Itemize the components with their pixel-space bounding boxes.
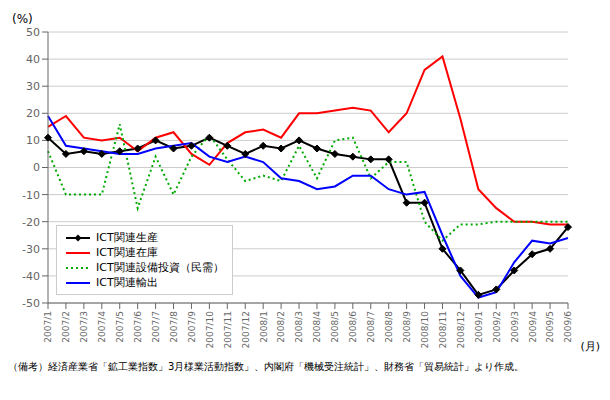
svg-text:2008/1: 2008/1 xyxy=(259,311,269,343)
svg-text:2008/9: 2008/9 xyxy=(402,311,412,343)
svg-text:-50: -50 xyxy=(22,297,40,310)
svg-text:2007/1: 2007/1 xyxy=(43,311,53,343)
svg-text:2007/12: 2007/12 xyxy=(241,311,251,348)
svg-text:2007/9: 2007/9 xyxy=(187,311,197,343)
svg-text:30: 30 xyxy=(26,80,40,93)
svg-text:-20: -20 xyxy=(22,216,40,229)
svg-text:2009/3: 2009/3 xyxy=(510,311,520,343)
svg-text:2008/2: 2008/2 xyxy=(276,311,286,343)
svg-text:0: 0 xyxy=(33,161,40,174)
svg-text:2007/2: 2007/2 xyxy=(61,311,71,343)
svg-text:2007/8: 2007/8 xyxy=(169,311,179,343)
svg-text:2008/4: 2008/4 xyxy=(312,311,322,343)
svg-text:2007/7: 2007/7 xyxy=(151,311,161,343)
svg-text:2008/3: 2008/3 xyxy=(294,311,304,343)
svg-text:2008/10: 2008/10 xyxy=(420,311,430,349)
html-text:ICT関連設備投資（民需）: ICT関連設備投資（民需） xyxy=(96,261,224,274)
html-text:ICT関連輸出: ICT関連輸出 xyxy=(96,276,158,289)
svg-text:-40: -40 xyxy=(22,270,40,283)
svg-text:10: 10 xyxy=(26,134,40,147)
html-text:ICT関連在庫: ICT関連在庫 xyxy=(96,246,158,259)
svg-text:2008/5: 2008/5 xyxy=(330,311,340,343)
svg-text:2007/4: 2007/4 xyxy=(97,311,107,343)
svg-text:2007/11: 2007/11 xyxy=(223,311,233,348)
svg-text:2008/7: 2008/7 xyxy=(366,311,376,343)
svg-text:2007/3: 2007/3 xyxy=(79,311,89,343)
svg-text:2009/2: 2009/2 xyxy=(492,311,502,343)
svg-text:2008/8: 2008/8 xyxy=(384,311,394,343)
svg-text:2009/1: 2009/1 xyxy=(474,311,484,343)
svg-text:-30: -30 xyxy=(22,243,40,256)
svg-text:2008/11: 2008/11 xyxy=(438,311,448,348)
svg-text:2009/5: 2009/5 xyxy=(545,311,555,343)
html-text:ICT関連生産: ICT関連生産 xyxy=(96,231,158,244)
svg-text:50: 50 xyxy=(26,26,40,39)
svg-text:-10: -10 xyxy=(22,189,40,202)
svg-text:2008/6: 2008/6 xyxy=(348,311,358,343)
svg-text:2007/5: 2007/5 xyxy=(115,311,125,343)
html-text:（備考）経済産業省「鉱工業指数」3月様業活動指数」、内閣府「: （備考）経済産業省「鉱工業指数」3月様業活動指数」、内閣府「機械受注統計」、財務… xyxy=(8,361,525,372)
svg-text:20: 20 xyxy=(26,107,40,120)
svg-text:2008/12: 2008/12 xyxy=(456,311,466,348)
html-text:(月): (月) xyxy=(580,340,600,353)
svg-text:2007/6: 2007/6 xyxy=(133,311,143,343)
svg-text:2007/10: 2007/10 xyxy=(205,311,215,349)
svg-text:2009/4: 2009/4 xyxy=(528,311,538,343)
svg-text:2009/6: 2009/6 xyxy=(563,311,573,343)
svg-text:40: 40 xyxy=(26,53,40,66)
